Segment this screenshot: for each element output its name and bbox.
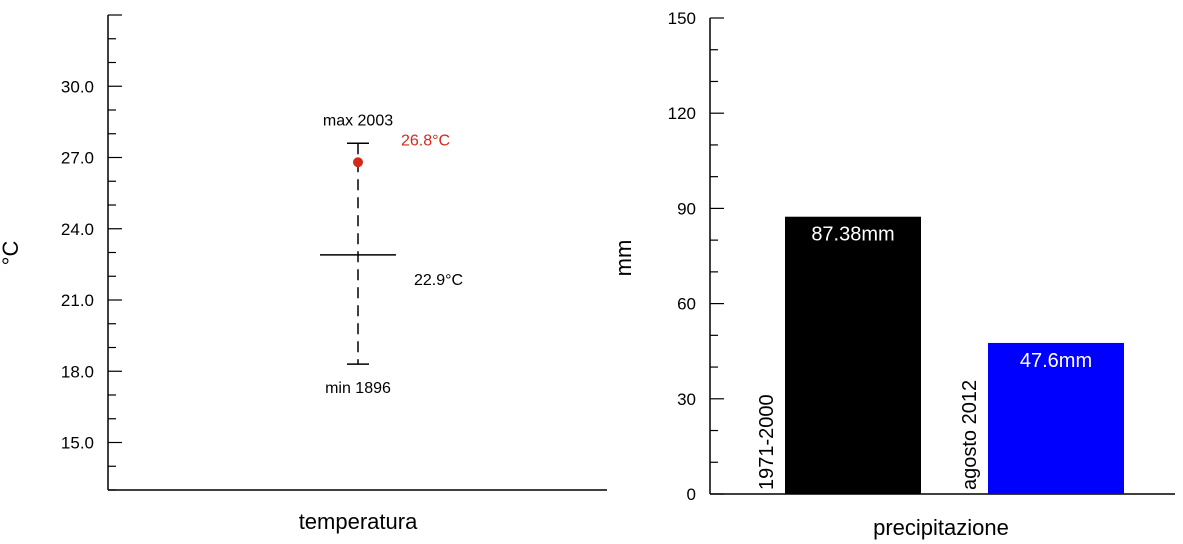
precipitation-y-ticks: 0 30 60 90 120 150 (668, 9, 724, 504)
temperature-panel: 15.018.021.024.027.030.0 °C temperatura … (0, 14, 607, 534)
bar-category-label: 1971-2000 (756, 394, 778, 490)
y-tick-label: 30.0 (61, 77, 94, 96)
current-value-point (353, 157, 363, 168)
temperature-y-ticks: 15.0 18.0 21.0 24.0 27.0 30.0 (61, 14, 122, 491)
bar-value-label: 87.38mm (811, 224, 894, 246)
y-tick-label: 90 (677, 199, 696, 218)
bar-category-label: agosto 2012 (959, 380, 981, 490)
y-tick-label: 60 (677, 295, 696, 314)
precipitation-x-axis-label: precipitazione (873, 515, 1009, 540)
temperature-x-axis-label: temperatura (299, 509, 418, 534)
temperature-range: max 2003 min 1896 22.9°C 26.8°C (320, 112, 463, 397)
bar-current (988, 342, 1124, 494)
max-label: max 2003 (323, 112, 393, 129)
y-tick-label: 21.0 (61, 291, 94, 310)
y-tick-label: 30 (677, 390, 696, 409)
precipitation-y-axis-label: mm (611, 240, 636, 277)
y-tick-label: 15.0 (61, 434, 94, 453)
precipitation-panel: 0 30 60 90 120 150 mm precipitazione 87.38mm 1… (611, 9, 1175, 540)
current-value-label: 26.8°C (401, 132, 450, 149)
y-tick-label: 18.0 (61, 362, 94, 381)
y-tick-label: 0 (687, 485, 696, 504)
mean-label: 22.9°C (414, 272, 463, 289)
y-tick-label: 120 (668, 104, 696, 123)
temperature-y-axis-label: °C (0, 241, 23, 266)
bar-baseline (785, 216, 921, 495)
precipitation-bars: 87.38mm 1971-2000 47.6mm agosto 2012 (756, 216, 1124, 495)
min-label: min 1896 (325, 380, 391, 397)
y-tick-label: 24.0 (61, 220, 94, 239)
y-tick-label: 27.0 (61, 149, 94, 168)
bar-value-label: 47.6mm (1020, 350, 1092, 372)
y-tick-label: 150 (668, 9, 696, 28)
